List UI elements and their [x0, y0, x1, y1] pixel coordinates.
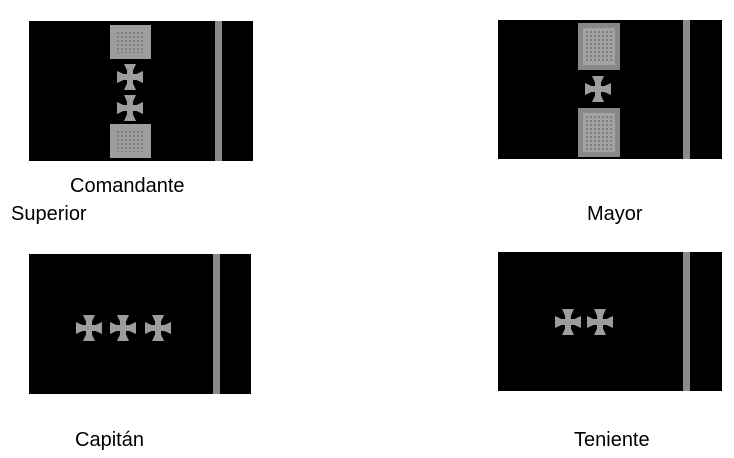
- label-superior: Superior: [11, 203, 87, 225]
- vertical-stripe: [683, 20, 690, 159]
- cross-pattee-icon: [115, 93, 145, 123]
- label-teniente: Teniente: [574, 429, 650, 451]
- cross-pattee-icon: [583, 74, 613, 104]
- insignia-mayor: [498, 20, 722, 159]
- cross-pattee-icon: [143, 313, 173, 343]
- cross-pattee-icon: [108, 313, 138, 343]
- insignia-capitan: [29, 254, 251, 394]
- cross-pattee-icon: [74, 313, 104, 343]
- square-block-bottom: [578, 108, 620, 157]
- vertical-stripe: [213, 254, 220, 394]
- insignia-teniente: [498, 252, 722, 391]
- vertical-stripe: [215, 21, 222, 161]
- cross-pattee-icon: [553, 307, 583, 337]
- square-block-top: [578, 23, 620, 70]
- square-block-top: [110, 25, 151, 59]
- vertical-stripe: [683, 252, 690, 391]
- cross-pattee-icon: [115, 62, 145, 92]
- label-comandante: Comandante: [70, 175, 185, 197]
- label-mayor: Mayor: [587, 203, 643, 225]
- cross-pattee-icon: [585, 307, 615, 337]
- square-block-bottom: [110, 124, 151, 158]
- label-capitan: Capitán: [75, 429, 144, 451]
- insignia-comandante-superior: [29, 21, 253, 161]
